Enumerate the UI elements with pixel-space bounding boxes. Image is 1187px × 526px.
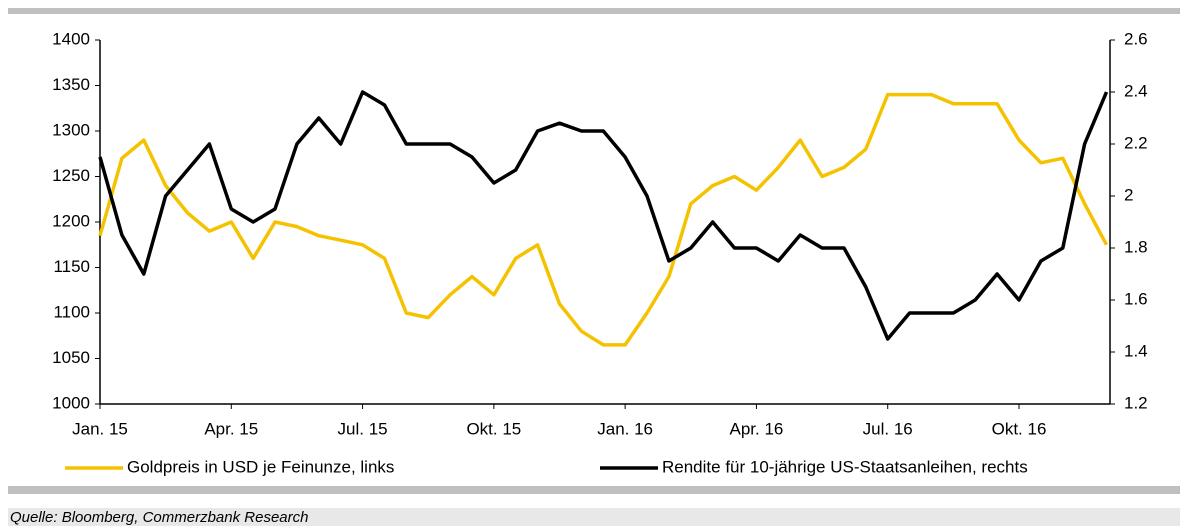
y-tick-label: 1400	[52, 29, 90, 48]
x-tick-label: Jan. 16	[597, 419, 653, 438]
y2-tick-label: 2	[1124, 185, 1133, 204]
legend-label: Rendite für 10-jährige US-Staatsanleihen…	[662, 457, 1028, 476]
y2-tick-label: 1.8	[1124, 237, 1148, 256]
y2-tick-label: 2.6	[1124, 29, 1148, 48]
source: Quelle: Bloomberg, Commerzbank Research	[10, 509, 308, 526]
y-tick-label: 1350	[52, 75, 90, 94]
y-tick-label: 1300	[52, 120, 90, 139]
x-tick-label: Apr. 16	[729, 419, 783, 438]
x-tick-label: Okt. 15	[466, 419, 521, 438]
x-tick-label: Jan. 15	[72, 419, 128, 438]
legend-label: Goldpreis in USD je Feinunze, links	[127, 457, 394, 476]
y2-tick-label: 1.4	[1124, 341, 1148, 360]
y2-tick-label: 1.6	[1124, 289, 1148, 308]
y-tick-label: 1250	[52, 166, 90, 185]
bottom-rule	[8, 486, 1180, 494]
x-tick-label: Jul. 16	[863, 419, 913, 438]
y2-tick-label: 1.2	[1124, 393, 1148, 412]
y-tick-label: 1150	[53, 257, 90, 276]
y2-tick-label: 2.4	[1124, 81, 1148, 100]
x-tick-label: Okt. 16	[992, 419, 1047, 438]
x-tick-label: Apr. 15	[204, 419, 258, 438]
x-tick-label: Jul. 15	[338, 419, 388, 438]
series-line	[98, 92, 1109, 347]
y-tick-label: 1100	[53, 302, 90, 321]
source-band	[8, 508, 1180, 526]
series-line	[98, 90, 1109, 341]
y2-tick-label: 2.2	[1124, 133, 1148, 152]
top-rule	[8, 8, 1180, 14]
y-tick-label: 1050	[52, 348, 90, 367]
y-tick-label: 1200	[52, 211, 90, 230]
y-tick-label: 1000	[52, 393, 90, 412]
